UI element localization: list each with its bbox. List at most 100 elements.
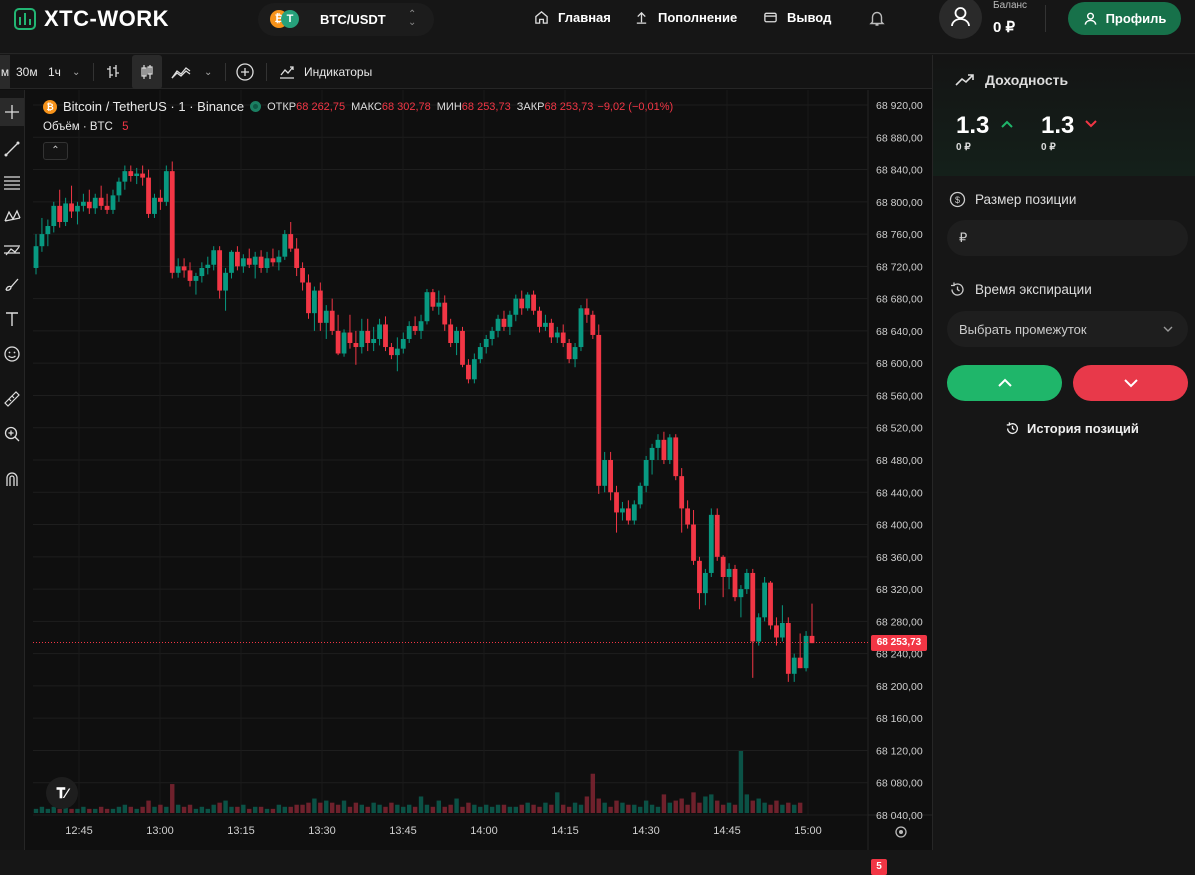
brush-tool[interactable]: [0, 270, 24, 298]
fib-tool[interactable]: [0, 168, 24, 196]
candle-body: [323, 310, 329, 323]
volume-bar: [33, 808, 39, 813]
text-tool[interactable]: [0, 305, 24, 333]
candle-body: [448, 324, 454, 344]
sell-down-button[interactable]: [1073, 365, 1188, 401]
price-tick-label: 68 640,00: [876, 326, 923, 338]
drawing-toolbar: [0, 90, 25, 850]
gear-icon: [895, 826, 907, 838]
brand-logo[interactable]: XTC-WORK: [14, 6, 169, 32]
symbol-title[interactable]: Bitcoin / TetherUS · 1 · Binance: [63, 99, 245, 114]
area-style-button[interactable]: [170, 55, 192, 89]
price-tick-label: 68 160,00: [876, 713, 923, 725]
volume-bar: [418, 796, 424, 813]
candle-body: [128, 171, 134, 176]
volume-bar: [164, 806, 169, 813]
crosshair-tool[interactable]: [0, 98, 24, 126]
nav-home[interactable]: Главная: [534, 10, 611, 25]
price-chart[interactable]: 68 920,00 68 880,00 68 840,00 68 800,00 68 7…: [0, 55, 932, 850]
volume-bar: [211, 804, 216, 813]
expiration-select[interactable]: Выбрать промежуток: [947, 311, 1188, 347]
price-tick-label: 68 280,00: [876, 616, 923, 628]
volume-bar: [732, 804, 738, 813]
area-chart-icon: [171, 67, 191, 79]
candle-body: [774, 625, 779, 638]
compare-button[interactable]: [235, 55, 255, 89]
volume-bar: [383, 806, 388, 813]
nav-deposit-label: Пополнение: [658, 10, 738, 25]
emoji-tool[interactable]: [0, 340, 24, 368]
volume-bar: [63, 806, 68, 813]
volume-value: 5: [122, 121, 129, 133]
ruler-tool[interactable]: [0, 385, 24, 413]
profile-user-icon: [1084, 12, 1096, 25]
candle-body: [157, 197, 163, 202]
pair-selector[interactable]: ₿ T BTC/USDT ⌃ ⌄: [258, 3, 434, 36]
collapse-legend-button[interactable]: ⌃: [43, 142, 68, 160]
volume-bar: [549, 804, 554, 813]
candle-body: [477, 347, 483, 360]
position-history-label: История позиций: [1027, 421, 1139, 436]
candle-body: [726, 568, 732, 577]
candles-style-button[interactable]: [132, 55, 162, 89]
candle-body: [235, 251, 240, 267]
avatar[interactable]: [939, 0, 982, 39]
chevron-up-icon: [997, 378, 1012, 387]
candle-body: [548, 322, 554, 338]
tradingview-logo[interactable]: 𝐓⁄: [46, 777, 78, 809]
volume-bar: [715, 800, 720, 813]
bell-icon[interactable]: [868, 9, 886, 27]
trendline-tool[interactable]: [0, 135, 24, 163]
volume-bar: [661, 794, 667, 813]
nav-withdraw[interactable]: Вывод: [763, 10, 831, 25]
magnet-tool[interactable]: [0, 465, 24, 493]
indicators-button[interactable]: Индикаторы: [278, 55, 372, 89]
chart-type-chevron-icon[interactable]: ⌄: [204, 66, 213, 78]
yield-down-currency: 0 ₽: [1041, 142, 1056, 153]
candle-body: [762, 582, 768, 618]
volume-bar: [543, 802, 548, 813]
yield-up-value: 1.3: [956, 112, 990, 139]
text-icon: [6, 312, 18, 326]
candle-body: [169, 171, 175, 273]
profile-button[interactable]: Профиль: [1068, 2, 1181, 35]
candle-body: [75, 205, 80, 212]
volume-bar: [223, 800, 228, 813]
market-status-dot: [250, 101, 262, 112]
candle-body: [312, 290, 317, 314]
chevron-down-icon: [1123, 379, 1138, 388]
volume-bar: [75, 808, 80, 813]
yield-title-label: Доходность: [985, 72, 1069, 88]
candle-body: [543, 322, 548, 327]
toolbar-separator: [266, 63, 267, 81]
nav-deposit[interactable]: Пополнение: [634, 10, 737, 25]
candle-body: [306, 282, 311, 314]
candle-body: [223, 272, 228, 291]
volume-bar: [241, 804, 246, 813]
smile-icon: [4, 346, 20, 362]
position-history-link[interactable]: История позиций: [1005, 421, 1139, 436]
position-size-input[interactable]: ₽: [947, 220, 1188, 256]
buy-up-button[interactable]: [947, 365, 1062, 401]
candle-body: [211, 250, 217, 265]
expiration-placeholder: Выбрать промежуток: [959, 321, 1087, 337]
open-value: 68 262,75: [296, 100, 346, 113]
interval-30m-button[interactable]: 30м: [16, 55, 38, 89]
projection-tool[interactable]: [0, 236, 24, 264]
candle-body: [525, 294, 531, 309]
history-clock-icon: [951, 282, 964, 296]
candle-body: [163, 171, 169, 202]
interval-1h-button[interactable]: 1ч: [48, 55, 61, 89]
candle-body: [637, 485, 643, 505]
volume-bar: [513, 806, 519, 813]
zoom-tool[interactable]: [0, 420, 24, 448]
bar-style-button[interactable]: [104, 55, 122, 89]
volume-bar: [537, 806, 542, 813]
interval-dropdown-chevron-icon[interactable]: ⌄: [72, 66, 81, 78]
volume-bar: [738, 751, 744, 813]
candle-body: [359, 330, 365, 348]
pattern-icon: [4, 209, 21, 222]
volume-bar: [306, 802, 311, 813]
pattern-tool[interactable]: [0, 202, 24, 230]
interval-partial-button[interactable]: м: [0, 55, 10, 89]
